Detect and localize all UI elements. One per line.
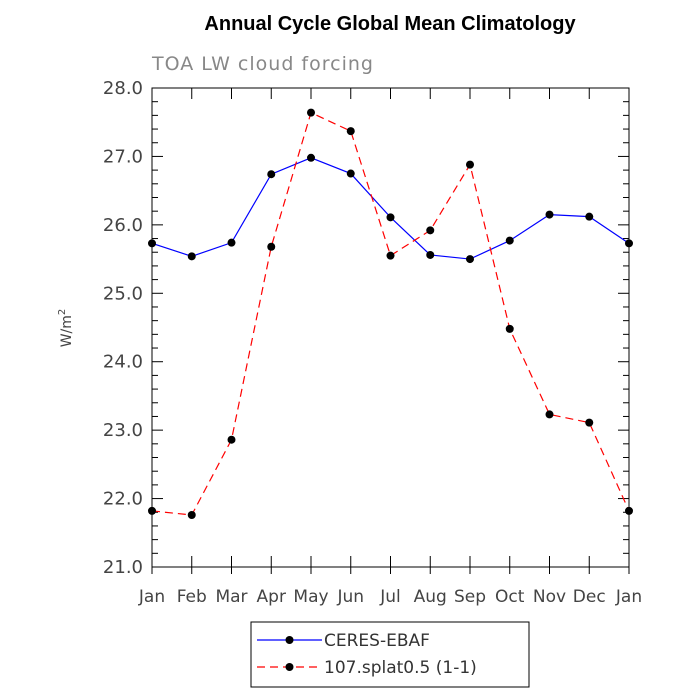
data-point [625,506,633,515]
chart-subtitle: TOA LW cloud forcing [151,53,374,75]
data-point [307,108,315,117]
data-point [545,410,554,419]
plot-axes [151,87,630,568]
x-tick-label: Jul [379,587,401,607]
x-tick-label: Aug [414,587,447,607]
y-tick-label: 23.0 [103,420,143,441]
data-point [386,213,395,222]
y-tick-label: 27.0 [103,146,143,167]
series-line [151,111,630,516]
series-layer [148,108,633,519]
data-point [585,418,594,427]
chart-title: Annual Cycle Global Mean Climatology [204,13,576,35]
legend-box [250,621,530,688]
x-tick-label: Apr [257,587,286,607]
data-point [148,506,156,515]
data-point [148,239,156,248]
x-tick-label: Sep [454,587,486,607]
x-tick-label: Oct [495,587,525,607]
data-point [505,236,514,245]
y-tick-label: 25.0 [103,283,143,304]
data-point [585,212,594,221]
series-ceres-ebaf [148,153,633,264]
x-tick-label: Jan [615,587,642,607]
x-tick-label: May [293,587,328,607]
data-point [426,226,435,235]
legend-label-ceres: CERES-EBAF [324,631,430,651]
data-point [227,435,236,444]
x-axis-ticks: Jan Feb Mar Apr May Jun Jul Aug Sep Oct Nov Dec Jan [138,88,642,607]
data-point [466,160,474,169]
x-tick-label: Feb [177,587,207,607]
series-splat [148,108,633,519]
data-point [346,127,355,136]
data-point [386,251,395,260]
legend-label-splat: 107.splat0.5 (1-1) [324,658,477,678]
x-tick-label: Nov [533,587,566,607]
data-point [267,170,276,179]
data-point [267,242,276,251]
data-point [307,153,315,162]
data-point [466,255,474,264]
x-tick-label: Dec [573,587,606,607]
x-tick-label: Jun [336,587,364,607]
data-point [187,252,196,261]
data-point [346,169,355,178]
legend-swatch-marker-ceres [285,636,294,644]
series-line [151,157,630,260]
y-tick-label: 22.0 [103,489,143,510]
data-point [227,238,236,247]
y-tick-label: 26.0 [103,215,143,236]
plot-frame [151,87,630,568]
y-tick-label: 24.0 [103,352,143,373]
data-point [545,210,554,219]
y-axis-label: W/m2 [57,309,75,348]
y-axis-label-superscript: 2 [57,309,68,315]
y-axis-label-unit: W/m [59,315,75,347]
y-axis-ticks: 21.0 22.0 23.0 24.0 25.0 26.0 27.0 28.0 [103,78,629,578]
x-tick-label: Jan [138,587,165,607]
data-point [187,510,196,519]
legend: CERES-EBAF 107.splat0.5 (1-1) [250,621,530,688]
legend-swatch-marker-splat [285,663,294,671]
y-tick-label: 28.0 [103,78,143,99]
data-point [505,324,514,333]
data-point [625,239,633,248]
data-point [426,250,435,259]
y-tick-label: 21.0 [103,557,143,578]
x-tick-label: Mar [215,587,247,607]
